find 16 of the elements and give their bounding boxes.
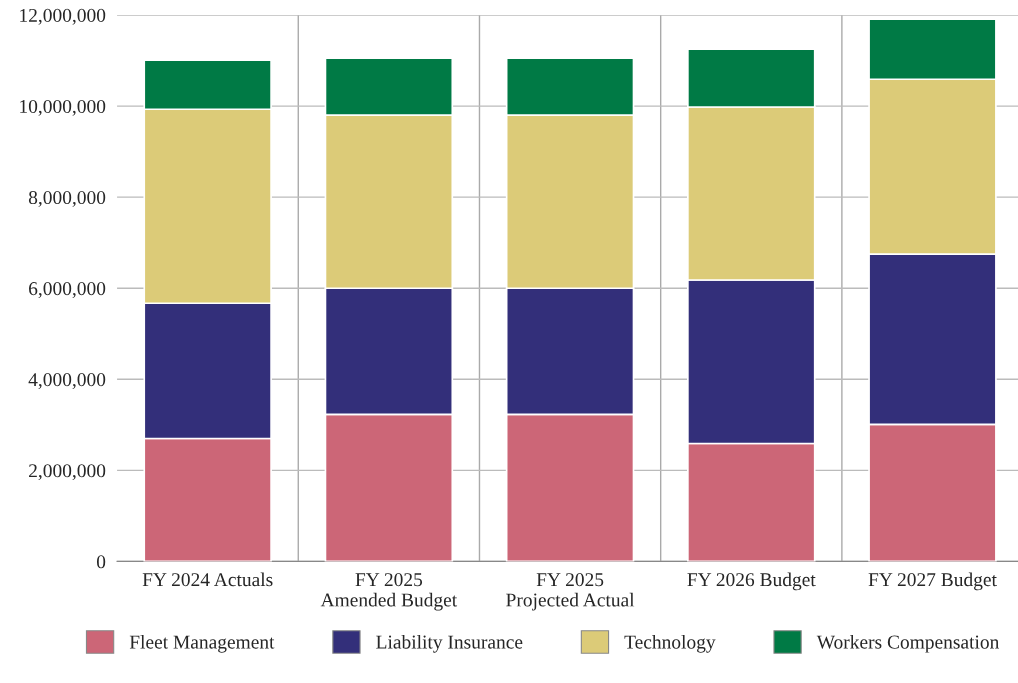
- x-tick-label: FY 2026 Budget: [687, 572, 816, 591]
- y-tick-label: 4,000,000: [28, 373, 106, 390]
- legend-label: Fleet Management: [129, 634, 275, 653]
- legend-label: Liability Insurance: [376, 634, 523, 653]
- x-tick-label: FY 2025 Projected Actual: [506, 573, 635, 611]
- legend-label: Workers Compensation: [816, 634, 1000, 653]
- y-tick-label: 6,000,000: [29, 282, 106, 298]
- x-tick-label: FY 2024 Actuals: [142, 572, 273, 587]
- y-tick-label: 12,000,000: [20, 8, 106, 25]
- y-tick-label: 0: [96, 555, 106, 569]
- y-tick-label: 10,000,000: [20, 99, 106, 116]
- x-tick-label: FY 2025 Amended Budget: [320, 573, 458, 611]
- y-tick-label: 8,000,000: [28, 190, 106, 207]
- x-tick-label: FY 2027 Budget: [868, 572, 997, 591]
- legend-label: Technology: [624, 634, 716, 653]
- y-tick-label: 2,000,000: [29, 464, 106, 481]
